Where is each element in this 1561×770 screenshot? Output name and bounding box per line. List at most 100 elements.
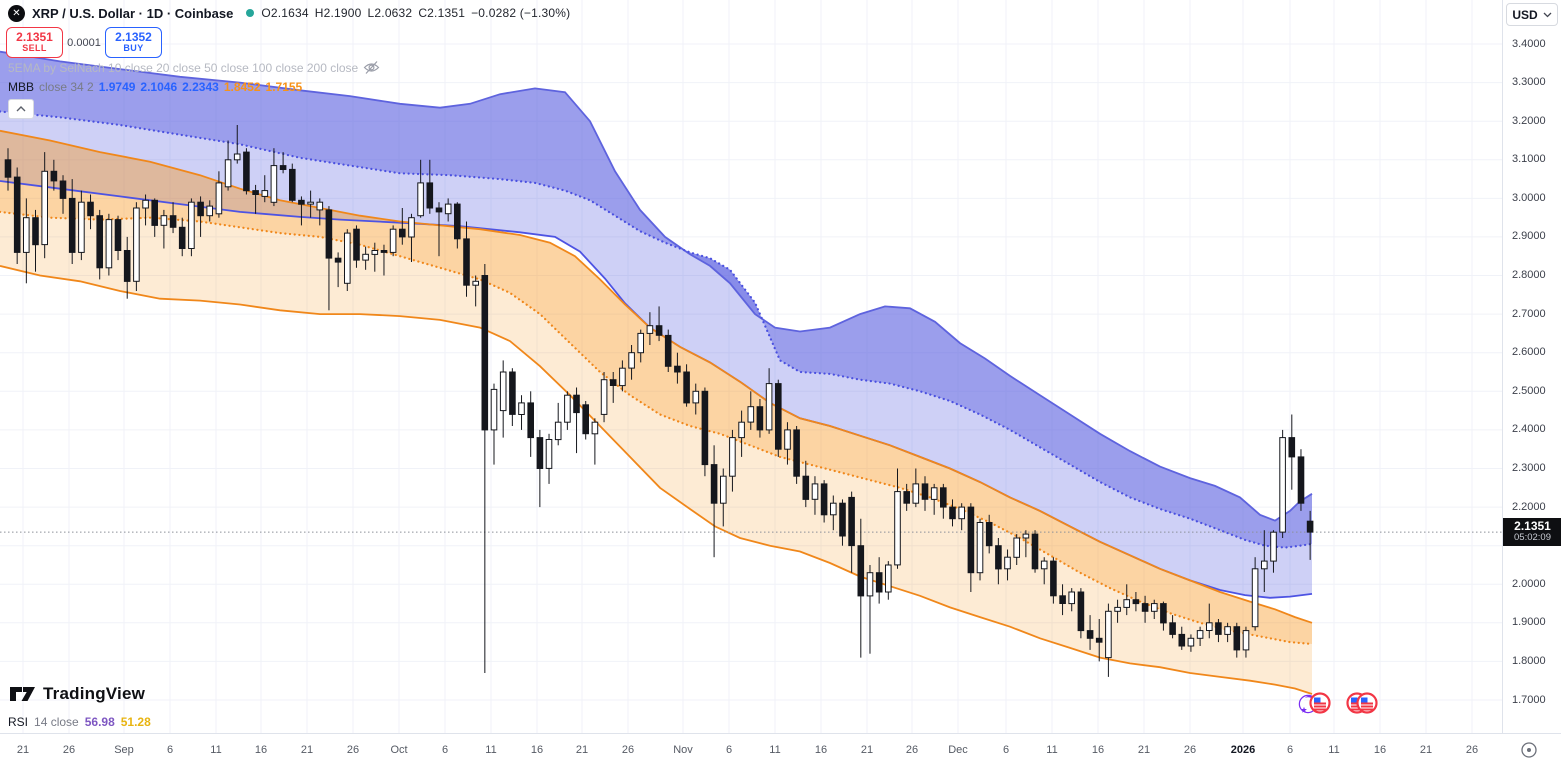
candle-up [1251, 568, 1259, 628]
candle-up [499, 371, 507, 412]
candle-up [600, 379, 608, 415]
buy-price: 2.1352 [115, 30, 152, 45]
candle-up [408, 217, 415, 238]
time-axis-label: 6 [166, 744, 174, 756]
band-orange-outer [0, 211, 1312, 694]
change-value: −0.0282 (−1.30%) [471, 6, 571, 20]
candle-down [399, 228, 406, 238]
price-axis-label: 1.8000 [1512, 655, 1546, 667]
symbol-title[interactable]: XRP / U.S. Dollar · 1D · Coinbase [32, 5, 234, 21]
time-axis-label: 16 [814, 744, 828, 756]
ema-legend-text: 5EMA by SelNach 10 close 20 close 50 clo… [8, 60, 359, 75]
candle-down [921, 483, 929, 500]
double-flag-sticker [1346, 692, 1378, 714]
candle-up [1022, 533, 1030, 539]
symbol-header: ✕ XRP / U.S. Dollar · 1D · Coinbase O2.1… [8, 4, 576, 22]
watermark-text: TradingView [43, 684, 146, 703]
candle-up [894, 491, 901, 566]
candle-down [1095, 637, 1103, 643]
last-price-value: 2.1351 [1514, 519, 1551, 534]
sell-button[interactable]: 2.1351 SELL [6, 27, 63, 58]
candle-up [554, 421, 562, 441]
candle-down [839, 502, 846, 537]
candle-down [353, 228, 360, 261]
candle-up [270, 165, 278, 203]
candle-down [1233, 626, 1241, 651]
mbb-value-2: 2.1046 [140, 80, 178, 94]
candle-down [123, 250, 131, 282]
currency-label: USD [1512, 7, 1538, 22]
candle-down [609, 379, 617, 387]
buy-button[interactable]: 2.1352 BUY [105, 27, 162, 58]
legend-mbb-row[interactable]: MBB close 34 2 1.9749 2.1046 2.2343 1.84… [8, 80, 302, 94]
xrp-logo-icon: ✕ [8, 4, 25, 22]
candle-up [490, 388, 498, 431]
purple-upper-line [0, 50, 1313, 522]
candle-up [417, 182, 424, 217]
candle-down [59, 180, 67, 199]
time-axis-label: Dec [948, 744, 968, 756]
candle-down [674, 365, 681, 373]
time-axis-label: 6 [725, 744, 733, 756]
time-axis-label: 21 [1137, 744, 1151, 756]
mbb-value-3: 2.2343 [182, 80, 219, 94]
price-axis-label: 2.8000 [1512, 269, 1546, 281]
chart-canvas[interactable] [0, 0, 1502, 733]
price-axis-label: 2.9000 [1512, 230, 1546, 242]
timezone-clock-icon[interactable] [1520, 741, 1538, 759]
collapse-legend-button[interactable] [8, 99, 34, 119]
time-axis-label: 11 [1328, 744, 1340, 756]
market-status-icon [246, 9, 255, 17]
candle-down [334, 257, 342, 263]
candle-down [1306, 520, 1314, 533]
rsi-value-1: 56.98 [84, 715, 115, 729]
tradingview-watermark[interactable]: TradingView [10, 684, 145, 704]
candle-down [802, 475, 810, 500]
price-axis-label: 3.3000 [1512, 76, 1546, 88]
candle-up [628, 352, 635, 369]
candle-up [1013, 537, 1021, 558]
currency-dropdown[interactable]: USD [1506, 3, 1558, 26]
candle-up [233, 153, 241, 161]
candle-down [710, 464, 718, 504]
band-orange-inner [0, 130, 1312, 645]
trade-buttons: 2.1351 SELL 0.0001 2.1352 BUY [6, 27, 162, 58]
candle-down [1169, 622, 1176, 635]
candle-down [1077, 591, 1085, 632]
spread-value: 0.0001 [67, 36, 101, 49]
candle-up [729, 437, 736, 477]
rsi-title: RSI [8, 715, 29, 729]
high-value: H2.1900 [314, 6, 362, 20]
orange-upper-line [0, 129, 1313, 624]
time-axis-label: 21 [300, 744, 314, 756]
legend-ema-row[interactable]: 5EMA by SelNach 10 close 20 close 50 clo… [8, 60, 380, 75]
ohlc-values: O2.1634 H2.1900 L2.0632 C2.1351 −0.0282 (−1.… [261, 6, 576, 20]
time-axis-label: 21 [575, 744, 589, 756]
candle-up [444, 203, 452, 215]
candle-up [1151, 603, 1158, 612]
candle-up [1279, 437, 1286, 533]
time-axis[interactable]: 21 26 Sep 6 11 16 21 26 Oct 6 11 16 21 26 Nov 6 11 16 21 26… [0, 733, 1561, 770]
candle-down [857, 545, 865, 597]
candle-down [875, 572, 883, 593]
candle-up [1114, 606, 1121, 612]
candle-up [307, 201, 314, 205]
close-value: C2.1351 [418, 6, 466, 20]
price-axis[interactable]: USD 2.1351 05:02:09 3.4000 3.3000 3.2000 3.… [1502, 0, 1561, 733]
candle-down [4, 159, 12, 178]
candle-up [344, 232, 351, 284]
time-axis-label: 21 [1419, 744, 1433, 756]
candle-down [87, 201, 94, 217]
candle-up [866, 572, 874, 597]
time-axis-label: 21 [860, 744, 874, 756]
legend-rsi-row[interactable]: RSI 14 close 56.98 51.28 [8, 715, 151, 729]
open-value: O2.1634 [261, 6, 309, 20]
candle-down [1132, 599, 1140, 605]
candle-down [279, 165, 287, 171]
candle-up [188, 201, 195, 249]
candle-down [903, 491, 911, 504]
candle-up [142, 199, 149, 209]
eye-off-icon[interactable] [363, 60, 380, 75]
candle-down [793, 429, 800, 477]
